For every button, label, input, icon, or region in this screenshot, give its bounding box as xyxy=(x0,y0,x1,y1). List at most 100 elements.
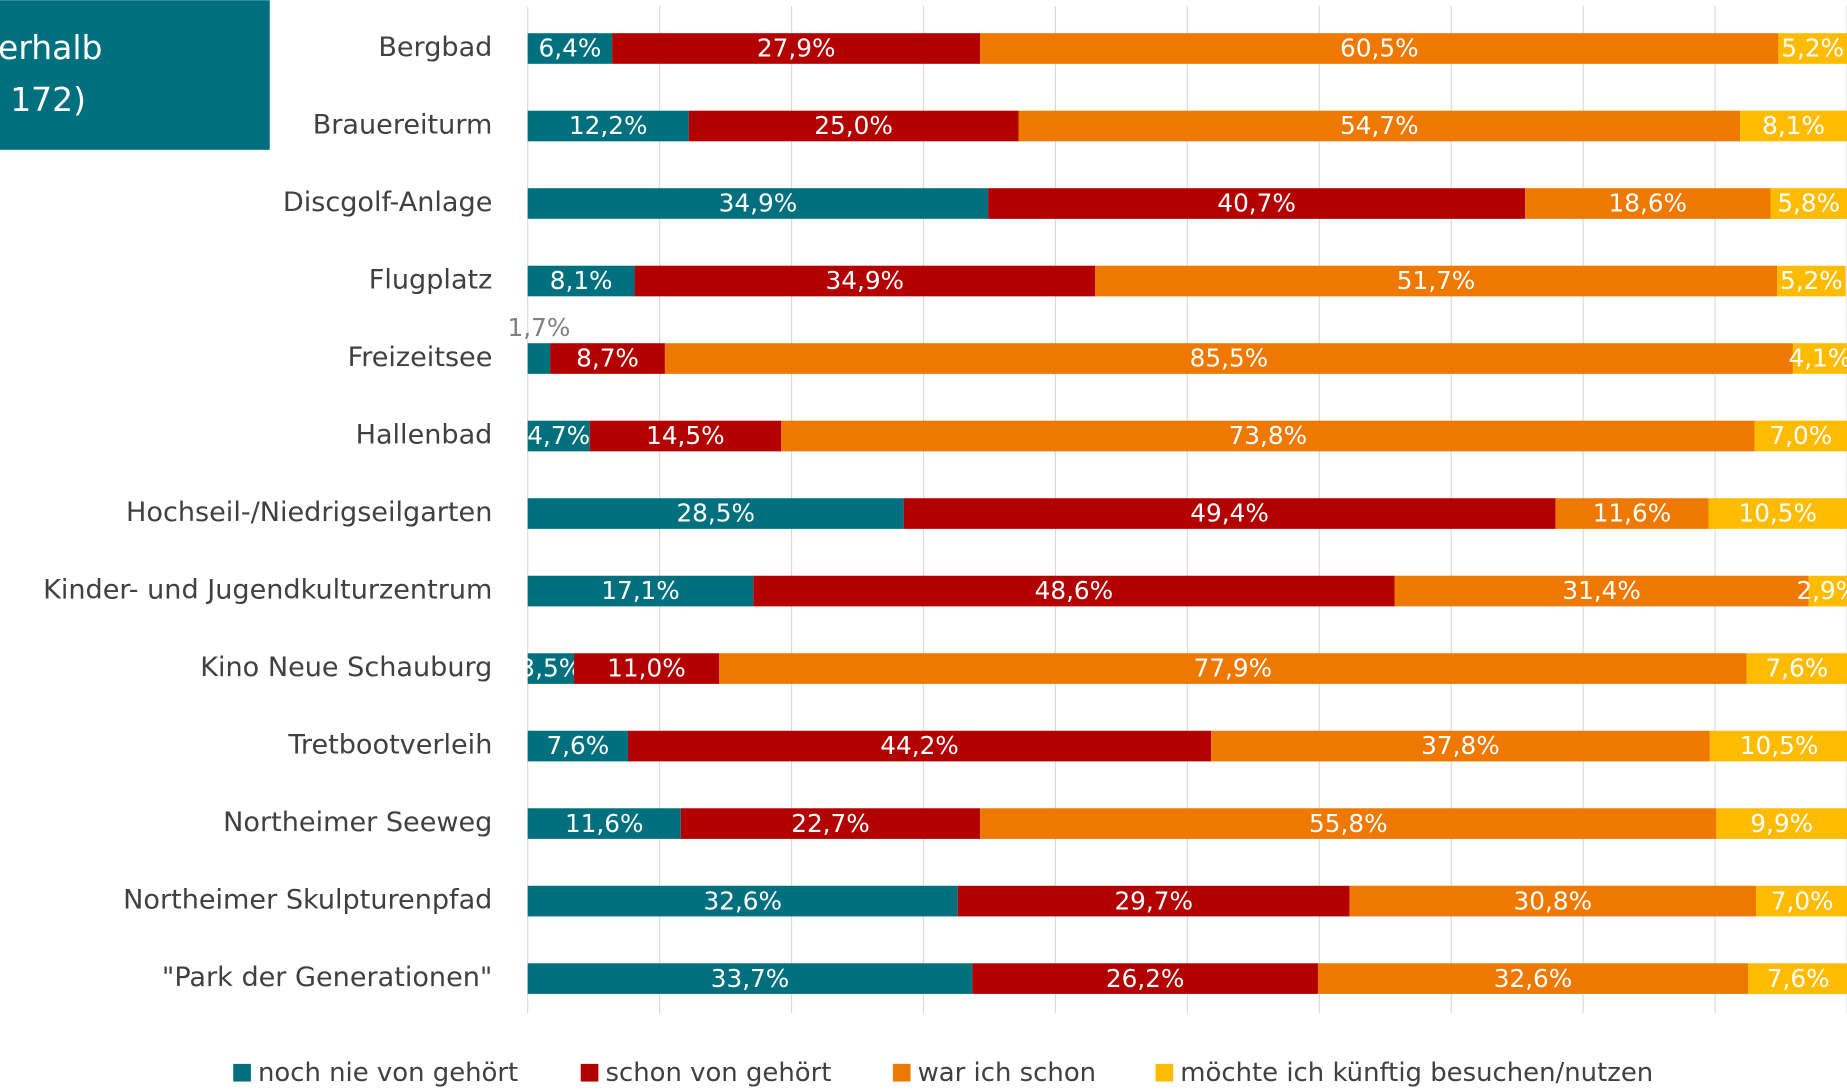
value-label: 4,7% xyxy=(527,421,590,450)
value-label: 37,8% xyxy=(1421,731,1500,760)
bar-segment xyxy=(527,420,590,452)
value-label: 27,9% xyxy=(757,34,836,63)
bar-segment xyxy=(980,33,1779,64)
category-label: Discgolf-Anlage xyxy=(283,187,493,218)
value-label: 1,7% xyxy=(508,313,571,342)
value-label: 51,7% xyxy=(1397,266,1476,295)
category-label: Hallenbad xyxy=(356,420,493,451)
legend-label: noch nie von gehört xyxy=(258,1058,518,1088)
value-label: 12,2% xyxy=(569,111,648,140)
value-label: 8,7% xyxy=(576,344,639,373)
bar-segment xyxy=(903,498,1556,529)
bar-segment xyxy=(1394,575,1809,607)
value-label: 26,2% xyxy=(1106,964,1185,993)
value-label: 7,0% xyxy=(1769,421,1832,450)
bar-segment xyxy=(527,653,574,684)
value-label: 3,5% xyxy=(519,654,582,683)
bar-segment xyxy=(1708,498,1847,529)
value-label: 40,7% xyxy=(1217,189,1296,218)
bar-segment xyxy=(980,808,1717,839)
value-label: 10,5% xyxy=(1740,731,1819,760)
bar-segment xyxy=(527,885,958,917)
bar-segment xyxy=(527,575,754,607)
bar-segment xyxy=(589,420,782,452)
value-label: 44,2% xyxy=(880,731,959,760)
category-label: Tretbootverleih xyxy=(287,730,492,761)
value-label: 5,8% xyxy=(1777,189,1840,218)
value-label: 5,2% xyxy=(1780,266,1843,295)
value-label: 60,5% xyxy=(1340,34,1419,63)
value-label: 31,4% xyxy=(1562,576,1641,605)
bar-segment xyxy=(627,730,1212,762)
bar-segment xyxy=(527,265,635,297)
legend-swatch xyxy=(1155,1063,1174,1082)
legend-swatch xyxy=(580,1063,599,1082)
value-label: 4,1% xyxy=(1789,344,1847,373)
bar-segment xyxy=(1755,885,1847,917)
title-line: 172) xyxy=(10,80,86,119)
category-label: Brauereiturm xyxy=(313,110,493,141)
bar-segment xyxy=(1777,265,1846,297)
value-label: 55,8% xyxy=(1309,809,1388,838)
bar-segment xyxy=(753,575,1395,607)
bar-segment xyxy=(527,498,904,529)
value-label: 22,7% xyxy=(791,809,870,838)
value-label: 30,8% xyxy=(1514,886,1593,915)
bar-segment xyxy=(1778,33,1847,64)
value-label: 73,8% xyxy=(1229,421,1308,450)
title-box xyxy=(0,0,270,150)
value-label: 14,5% xyxy=(646,421,725,450)
value-label: 33,7% xyxy=(711,964,790,993)
value-label: 85,5% xyxy=(1190,344,1269,373)
bar-segment xyxy=(1740,110,1847,142)
value-label: 11,0% xyxy=(607,654,686,683)
bar-segment xyxy=(1770,188,1847,219)
bar-segment xyxy=(957,885,1350,917)
value-label: 2,9% xyxy=(1796,576,1847,605)
value-label: 48,6% xyxy=(1035,576,1114,605)
value-label: 28,5% xyxy=(676,499,755,528)
bar-segment xyxy=(527,33,613,64)
bar-segment xyxy=(1709,730,1847,762)
bar-segment xyxy=(1808,575,1847,607)
bar-segment xyxy=(1095,265,1778,297)
category-label: Northeimer Skulpturenpfad xyxy=(123,885,492,916)
category-label: Bergbad xyxy=(378,32,492,63)
bar-segment xyxy=(634,265,1096,297)
bar-segment xyxy=(1018,110,1741,142)
category-label: Northeimer Seeweg xyxy=(223,807,492,838)
bar-segment xyxy=(781,420,1755,452)
category-label: Hochseil-/Niedrigseilgarten xyxy=(126,497,492,528)
bar-segment xyxy=(680,808,981,839)
bar-segment xyxy=(972,963,1318,994)
value-label: 25,0% xyxy=(814,111,893,140)
value-label: 7,6% xyxy=(546,731,609,760)
value-label: 8,1% xyxy=(1762,111,1825,140)
value-label: 77,9% xyxy=(1194,654,1273,683)
bar-segment xyxy=(527,963,973,994)
value-label: 8,1% xyxy=(550,266,613,295)
legend-label: möchte ich künftig besuchen/nutzen xyxy=(1180,1058,1653,1088)
legend-label: war ich schon xyxy=(918,1058,1096,1088)
category-label: Kinder- und Jugendkulturzentrum xyxy=(43,575,492,606)
value-label: 29,7% xyxy=(1114,886,1193,915)
value-label: 7,6% xyxy=(1767,964,1830,993)
bar-segment xyxy=(527,343,551,374)
value-label: 49,4% xyxy=(1190,499,1269,528)
value-label: 11,6% xyxy=(1593,499,1672,528)
bar-segment xyxy=(664,343,1793,374)
category-label: Flugplatz xyxy=(369,265,493,296)
legend-label: schon von gehört xyxy=(605,1058,831,1088)
bar-segment xyxy=(1716,808,1847,839)
value-label: 34,9% xyxy=(826,266,905,295)
bar-segment xyxy=(719,653,1747,684)
bar-segment xyxy=(688,110,1019,142)
value-label: 32,6% xyxy=(703,886,782,915)
value-label: 11,6% xyxy=(565,809,644,838)
bar-segment xyxy=(1555,498,1709,529)
bar-segment xyxy=(1792,343,1847,374)
bar-segment xyxy=(612,33,981,64)
bar-segment xyxy=(1754,420,1847,452)
value-label: 18,6% xyxy=(1609,189,1688,218)
